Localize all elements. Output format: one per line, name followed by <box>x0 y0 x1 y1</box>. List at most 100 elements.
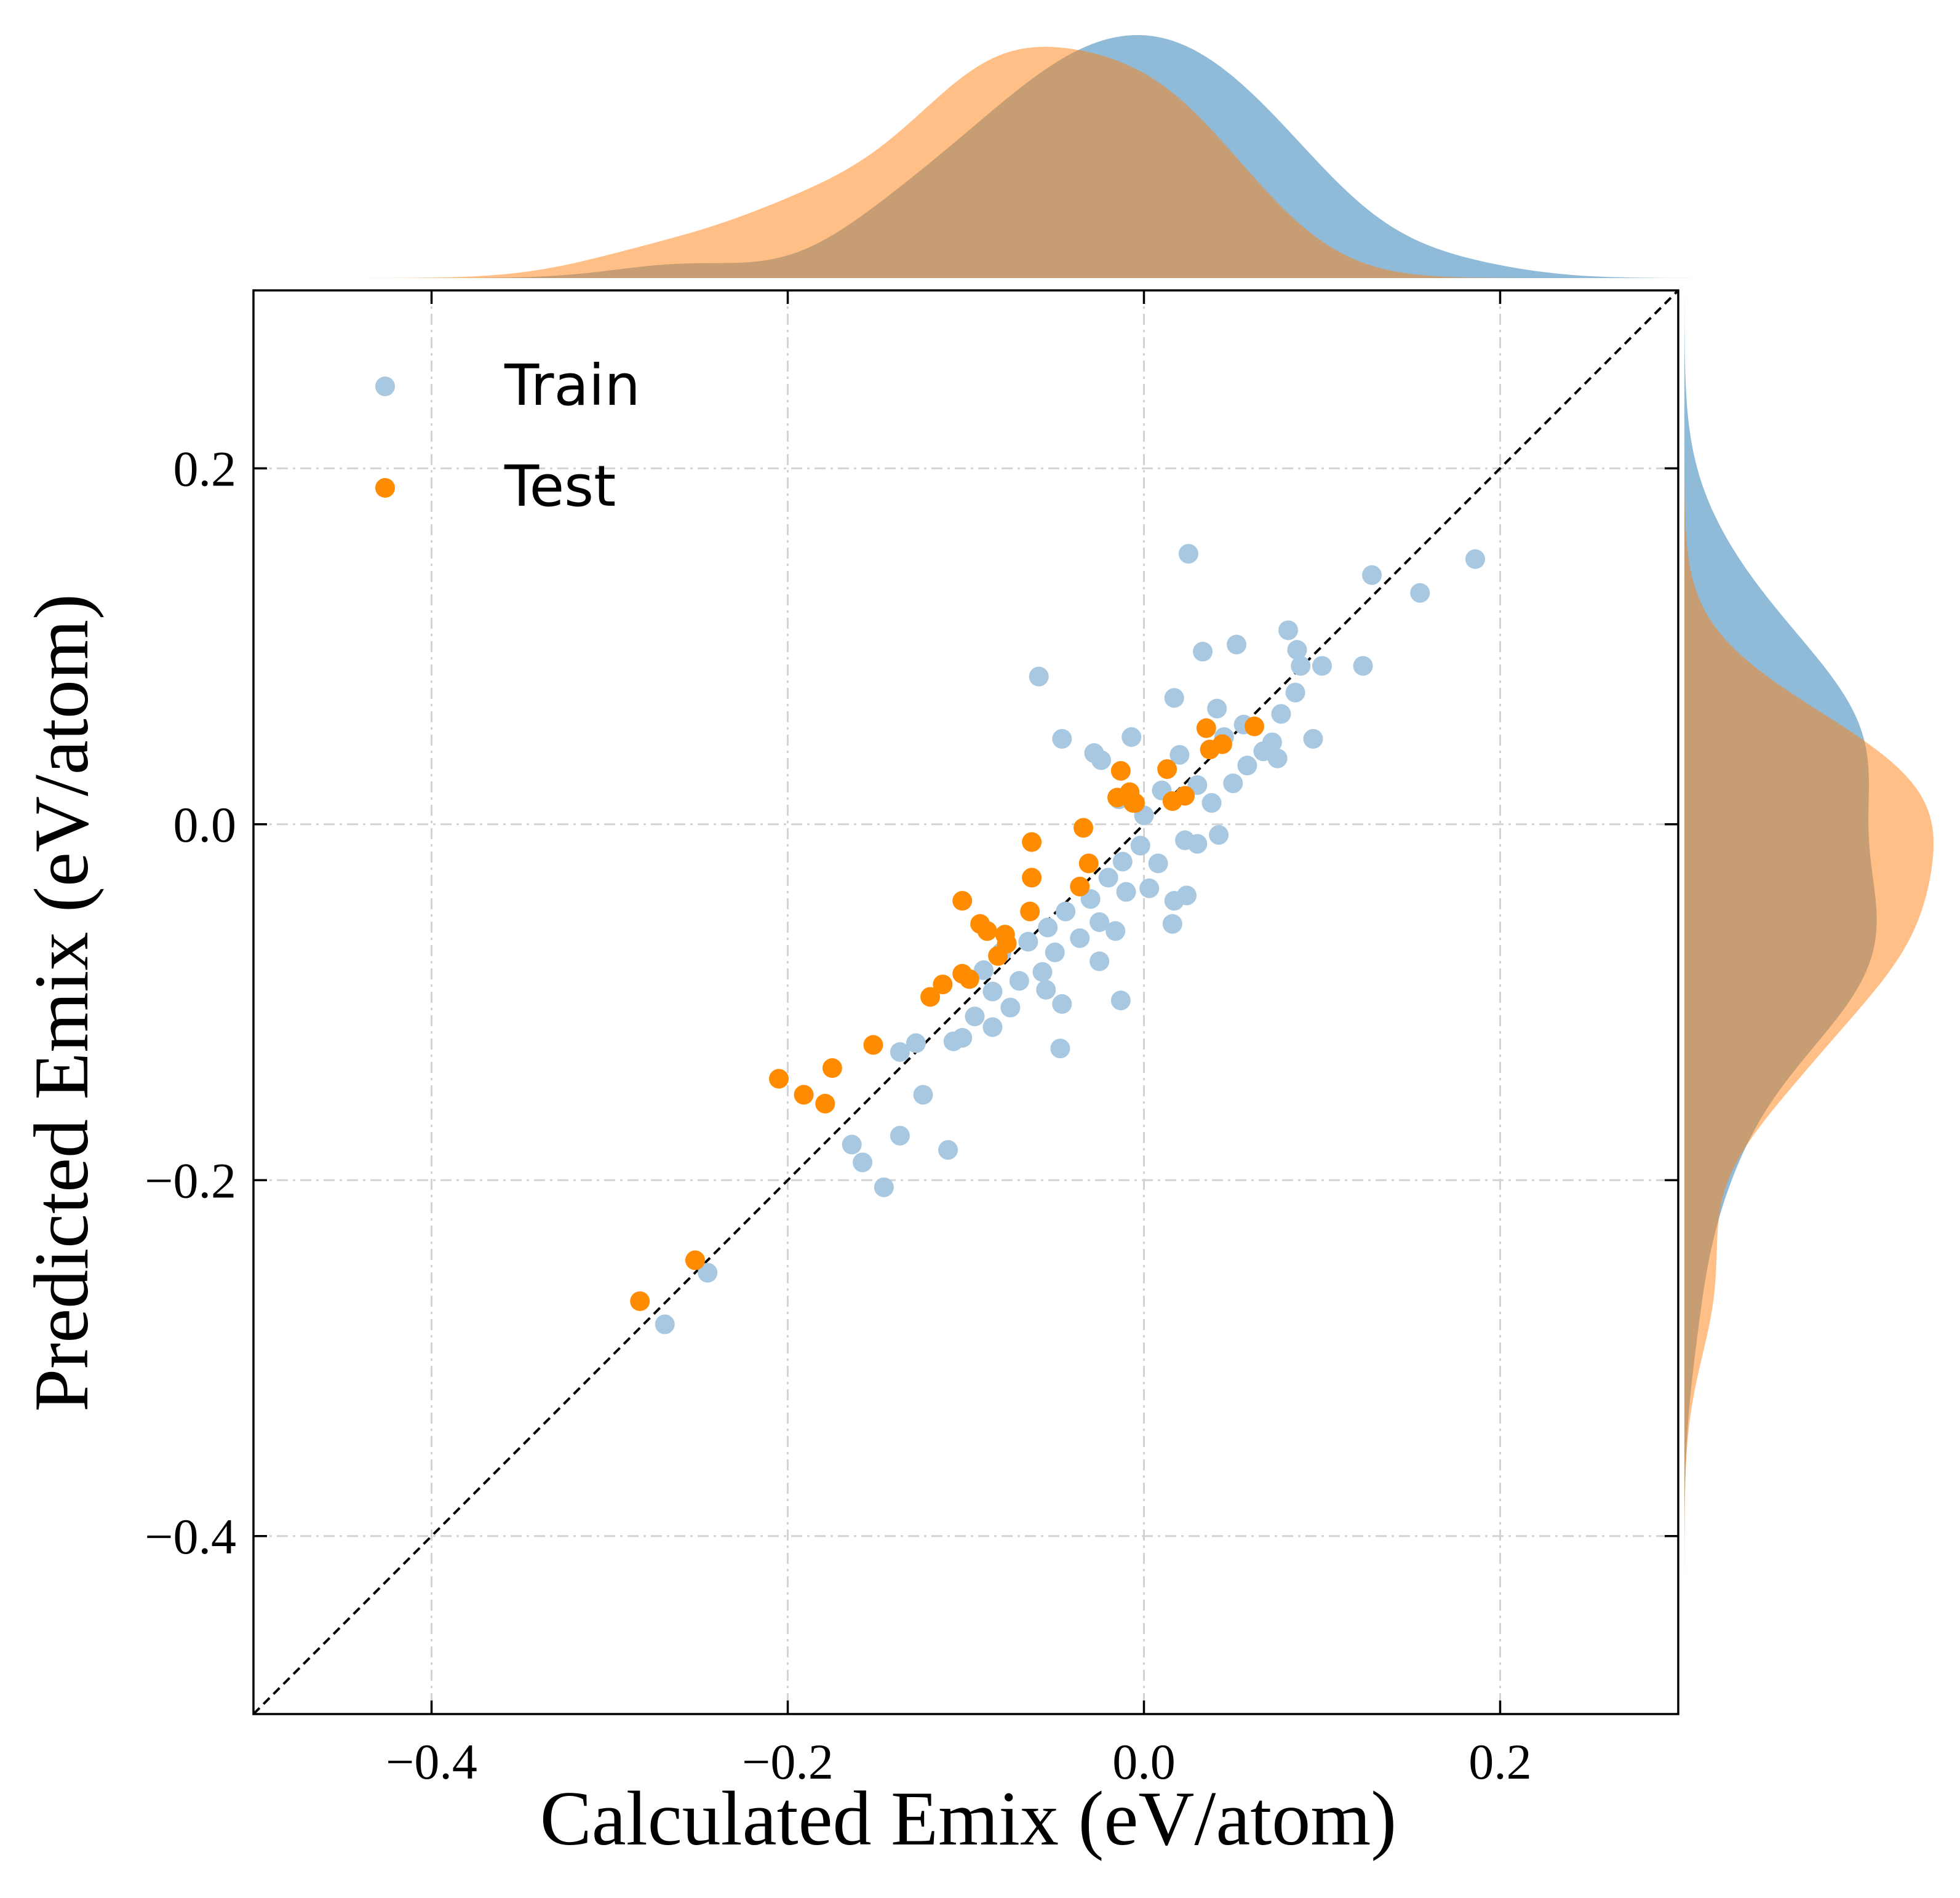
data-point-train <box>1362 565 1382 585</box>
data-point-train <box>1353 656 1373 676</box>
data-point-train <box>1291 656 1311 676</box>
data-point-train <box>1278 620 1298 640</box>
data-point-train <box>1209 825 1229 845</box>
data-point-test <box>863 1035 883 1055</box>
data-point-train <box>1018 931 1038 952</box>
data-point-train <box>1052 994 1072 1014</box>
x-tick-label: 0.0 <box>1112 1734 1176 1790</box>
x-tick-label: 0.2 <box>1468 1734 1532 1790</box>
data-point-test <box>1022 832 1042 852</box>
data-point-test <box>1078 853 1099 874</box>
data-point-train <box>1178 544 1198 564</box>
data-point-train <box>1036 979 1056 1000</box>
data-point-train <box>1121 727 1142 748</box>
right-marginal-density <box>1684 201 1934 1803</box>
data-point-train <box>1303 728 1323 749</box>
data-point-test <box>959 969 979 989</box>
data-point-train <box>1193 642 1213 662</box>
data-point-train <box>1285 682 1305 703</box>
grid <box>253 290 1678 1714</box>
data-point-train <box>1009 971 1029 991</box>
data-point-test <box>952 891 973 911</box>
data-point-train <box>1050 1039 1070 1059</box>
data-point-test <box>1074 818 1094 838</box>
data-point-train <box>906 1033 926 1053</box>
data-point-test <box>1157 759 1177 780</box>
data-point-train <box>982 981 1003 1002</box>
data-point-train <box>1312 656 1332 676</box>
data-point-test <box>1110 760 1131 781</box>
data-point-test <box>977 921 997 941</box>
data-point-train <box>1201 793 1222 813</box>
data-point-train <box>1052 728 1072 749</box>
data-point-test <box>815 1093 835 1114</box>
legend: Train Test <box>375 353 640 519</box>
data-point-train <box>982 1017 1003 1037</box>
data-point-test <box>933 975 953 995</box>
data-point-test <box>1175 786 1195 806</box>
legend-label-train: Train <box>504 353 640 418</box>
x-axis-label: Calculated Emix (eV/atom) <box>540 1776 1397 1862</box>
data-point-train <box>890 1042 910 1062</box>
data-point-train <box>698 1262 718 1283</box>
data-point-test <box>630 1291 650 1311</box>
data-point-test <box>1022 867 1042 888</box>
data-point-train <box>1091 750 1112 770</box>
y-tick-label: −0.4 <box>145 1509 236 1565</box>
data-point-train <box>1267 748 1288 768</box>
top-marginal-density <box>164 35 1767 278</box>
data-point-test <box>995 925 1015 945</box>
data-point-train <box>874 1177 894 1197</box>
plot-frame <box>252 289 1679 1715</box>
y-axis-label: Predicted Emix (eV/atom) <box>19 594 105 1412</box>
data-point-train <box>1056 901 1076 922</box>
data-point-test <box>1070 876 1090 896</box>
density-test-x <box>164 47 1767 278</box>
data-point-train <box>1148 853 1168 874</box>
data-point-train <box>913 1085 933 1105</box>
y-tick-label: 0.0 <box>173 797 237 853</box>
data-point-train <box>938 1140 958 1160</box>
data-point-test <box>1020 901 1040 922</box>
y-tick-label: 0.2 <box>173 441 237 496</box>
identity-reference-line <box>252 289 1679 1715</box>
data-point-train <box>943 1031 963 1051</box>
data-point-train <box>1164 891 1184 911</box>
data-point-test <box>794 1085 814 1105</box>
legend-marker-train <box>375 377 395 396</box>
data-point-train <box>842 1134 862 1155</box>
data-point-test <box>1196 718 1216 738</box>
x-tick-label: −0.4 <box>386 1734 477 1790</box>
data-point-train <box>1410 583 1430 603</box>
data-point-train <box>1070 928 1090 948</box>
data-point-train <box>1169 744 1190 765</box>
data-point-train <box>655 1314 675 1334</box>
data-point-train <box>1098 867 1118 888</box>
data-point-test <box>769 1069 789 1089</box>
data-point-train <box>1029 666 1049 687</box>
data-point-train <box>1090 951 1110 971</box>
data-point-train <box>1139 878 1160 898</box>
data-point-test <box>822 1058 842 1079</box>
data-point-train <box>1000 997 1021 1018</box>
y-tick-label: −0.2 <box>145 1152 236 1208</box>
data-point-train <box>973 960 994 980</box>
data-point-train <box>1227 634 1247 655</box>
data-point-train <box>1271 704 1291 724</box>
data-point-train <box>1223 773 1243 794</box>
data-point-train <box>1207 698 1227 719</box>
data-point-train <box>1237 756 1257 776</box>
data-point-train <box>1032 962 1053 982</box>
data-point-train <box>1090 912 1110 932</box>
data-point-test <box>1200 740 1220 760</box>
data-point-train <box>853 1152 873 1173</box>
data-point-train <box>1287 640 1307 660</box>
data-point-test <box>920 987 941 1007</box>
data-point-test <box>1244 716 1264 736</box>
data-point-test <box>1123 793 1144 813</box>
data-point-train <box>890 1125 910 1146</box>
data-point-test <box>685 1250 705 1270</box>
legend-label-test: Test <box>504 453 616 519</box>
data-point-train <box>1038 917 1058 938</box>
